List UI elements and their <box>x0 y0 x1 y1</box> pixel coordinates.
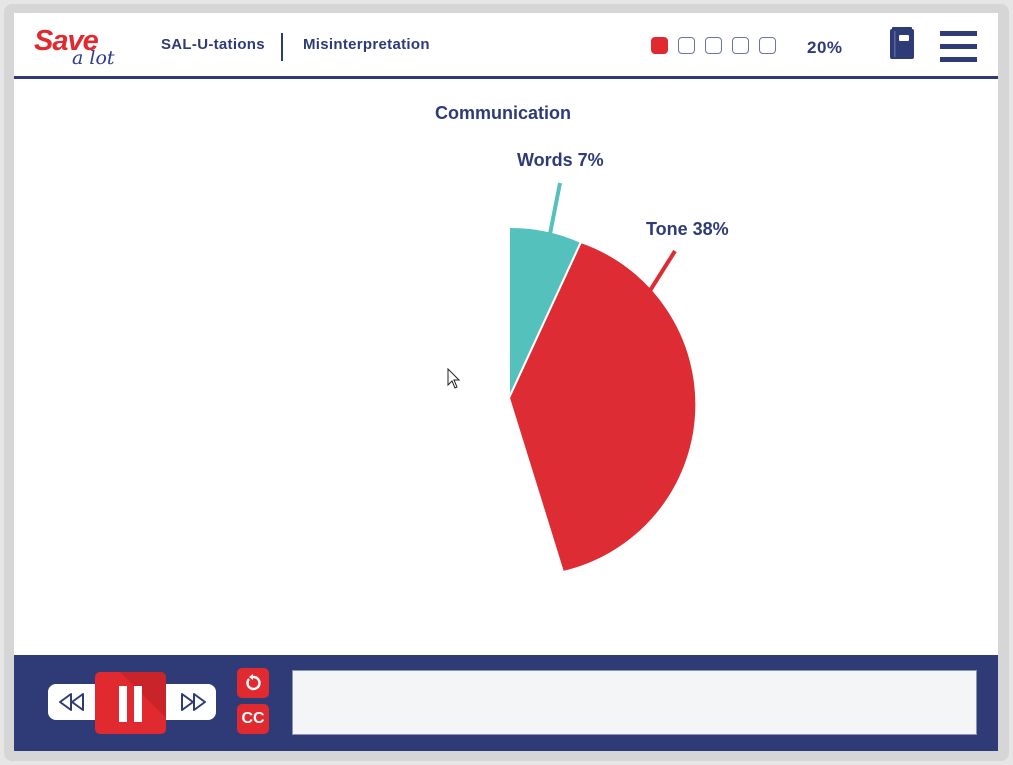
pause-icon-bar <box>134 686 142 722</box>
title-separator <box>281 33 283 61</box>
mouse-cursor-icon <box>447 368 461 389</box>
logo-save-text: Save <box>34 25 99 57</box>
book-icon <box>890 27 914 59</box>
menu-line <box>940 57 977 62</box>
replay-icon <box>246 674 261 691</box>
pause-icon <box>119 686 127 722</box>
logo-alot-text: a lot <box>72 47 115 69</box>
progress-step-2 <box>678 37 695 54</box>
words-leader-line <box>548 182 562 235</box>
progress-step-1 <box>651 37 668 54</box>
words-label: Words 7% <box>517 150 604 170</box>
hamburger-menu-button[interactable] <box>940 31 977 62</box>
save-a-lot-logo: Save a lot <box>34 25 124 69</box>
progress-step-3 <box>705 37 722 54</box>
page-title: Misinterpretation <box>303 36 430 53</box>
replay-button[interactable] <box>237 668 269 698</box>
header: Save a lot SAL-U-tations Misinterpretati… <box>14 13 998 77</box>
fast-forward-icon <box>181 693 206 711</box>
menu-line <box>940 31 977 36</box>
caption-box <box>292 670 977 735</box>
pause-button[interactable] <box>95 672 166 734</box>
progress-percent: 20% <box>807 38 843 57</box>
player-controls-bar: CC <box>14 655 998 751</box>
course-stage: Save a lot SAL-U-tations Misinterpretati… <box>14 13 998 751</box>
closed-captions-button[interactable]: CC <box>237 704 269 734</box>
slide-content: Communication Words 7% Tone 38% <box>14 79 998 654</box>
fast-forward-button[interactable] <box>173 684 213 720</box>
header-divider <box>14 76 998 79</box>
course-title: SAL-U-tations <box>161 36 265 53</box>
rewind-icon <box>59 693 84 711</box>
progress-step-5 <box>759 37 776 54</box>
rewind-button[interactable] <box>52 684 92 720</box>
tone-label: Tone 38% <box>646 219 729 239</box>
progress-tracker <box>651 37 776 54</box>
menu-line <box>940 44 977 49</box>
glossary-button[interactable] <box>890 27 914 59</box>
pie-slice-tone <box>507 240 698 574</box>
tone-leader-line <box>644 249 677 299</box>
progress-step-4 <box>732 37 749 54</box>
pie-chart <box>507 182 698 574</box>
chart-title: Communication <box>435 103 572 123</box>
